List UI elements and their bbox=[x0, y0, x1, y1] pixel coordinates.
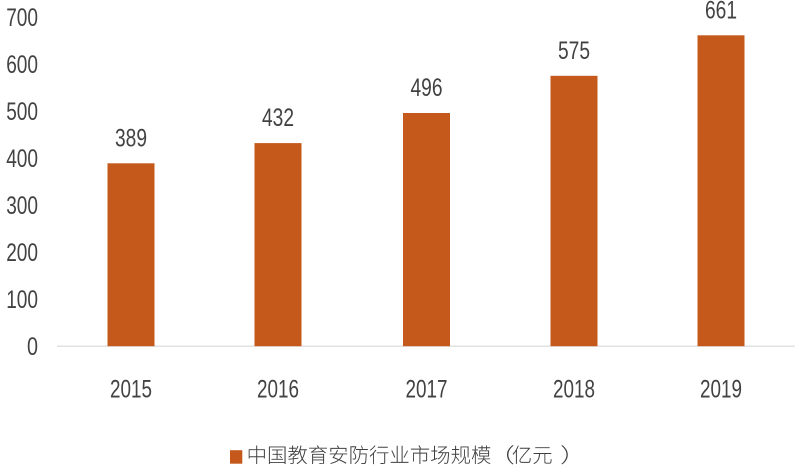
svg-text:2015: 2015 bbox=[110, 375, 152, 403]
svg-text:500: 500 bbox=[6, 98, 38, 126]
svg-text:432: 432 bbox=[262, 104, 294, 132]
svg-text:300: 300 bbox=[6, 192, 38, 220]
svg-text:661: 661 bbox=[705, 0, 737, 24]
svg-text:2016: 2016 bbox=[257, 375, 299, 403]
svg-text:0: 0 bbox=[27, 333, 38, 361]
svg-text:2018: 2018 bbox=[553, 375, 595, 403]
svg-text:700: 700 bbox=[6, 4, 38, 32]
svg-text:400: 400 bbox=[6, 145, 38, 173]
svg-text:389: 389 bbox=[115, 124, 147, 152]
svg-text:496: 496 bbox=[411, 74, 443, 102]
svg-text:575: 575 bbox=[558, 37, 590, 65]
svg-text:200: 200 bbox=[6, 239, 38, 267]
svg-text:100: 100 bbox=[6, 286, 38, 314]
svg-text:600: 600 bbox=[6, 51, 38, 79]
svg-text:2019: 2019 bbox=[700, 375, 742, 403]
svg-text:2017: 2017 bbox=[406, 375, 448, 403]
